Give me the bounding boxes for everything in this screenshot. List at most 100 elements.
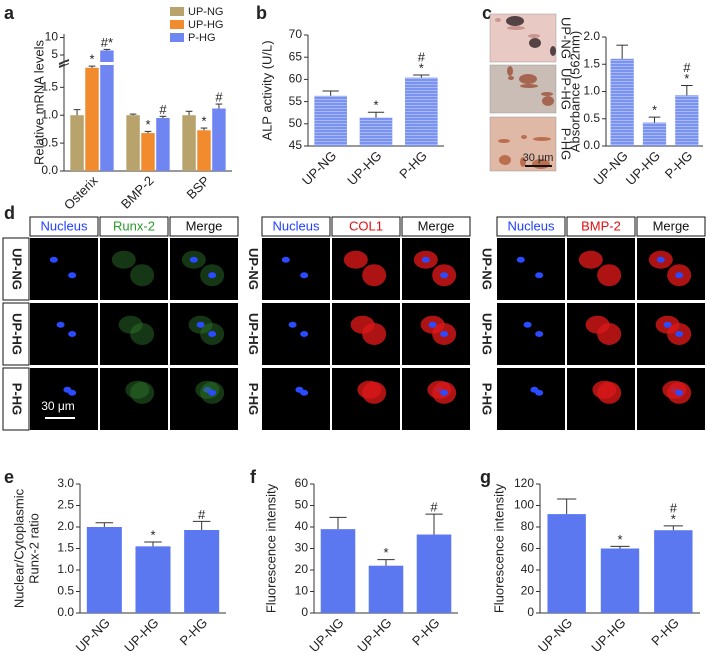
y-axis-label: Fluorescence intensity [263, 483, 278, 613]
significance-mark: #* [101, 35, 113, 50]
y-tick-label: 60 [521, 541, 535, 555]
stain-blob [507, 26, 525, 30]
header-box [496, 216, 566, 237]
stain-blob [528, 34, 540, 38]
nucleus [535, 331, 544, 337]
y-tick-label: 55 [289, 94, 303, 108]
nucleus [421, 256, 430, 263]
stain-image [489, 64, 557, 114]
y-tick-label: 0 [527, 605, 534, 619]
y-tick-label: 2.5 [57, 498, 74, 512]
cell-body [111, 250, 136, 269]
fluorescence-image [100, 368, 168, 430]
chart: 0 20 40 60 80 100 120 Fluorescence intensity UP-… [491, 476, 700, 655]
y-tick-label: 0.5 [41, 135, 58, 149]
y-axis-label: ALP activity (U/L) [259, 40, 274, 140]
y-tick-label: 40 [521, 562, 535, 576]
axis-break-gap [65, 62, 233, 65]
fluorescence-image [262, 238, 330, 300]
nucleus [281, 256, 290, 263]
y-tick-label: 0.5 [583, 111, 600, 125]
y-tick-label: 2.0 [57, 519, 74, 533]
bar [654, 530, 693, 613]
nucleus [68, 389, 77, 396]
bar [405, 77, 438, 146]
stain-blob [519, 74, 537, 84]
scale-bar-label: 30 μm [523, 152, 554, 164]
row-label-box [477, 368, 495, 430]
fluorescence-image [100, 238, 168, 300]
stain-blob [550, 46, 556, 56]
y-tick-label: 120 [514, 476, 534, 490]
fluorescence-image [497, 303, 565, 365]
y-tick-label: 40 [295, 519, 309, 533]
header-box [29, 216, 99, 237]
header-box [401, 216, 471, 237]
significance-mark: # [159, 102, 167, 117]
x-tick-label: BMP-2 [118, 173, 157, 212]
row-label-box [244, 303, 261, 365]
bar [135, 546, 171, 613]
nucleus [56, 321, 65, 328]
row-label: UP-HG [246, 313, 261, 355]
bar [600, 548, 640, 613]
row-label: UP-HG [10, 313, 25, 355]
x-tick-label: UP-HG [344, 148, 384, 188]
nucleus [300, 331, 309, 337]
y-tick-label: 1.5 [583, 56, 600, 70]
cell-body [362, 264, 387, 287]
nucleus [440, 272, 449, 279]
stain-blob [542, 96, 554, 106]
y-axis-label: Runx-2 ratio [26, 513, 41, 584]
significance-mark: # [683, 60, 691, 75]
cell-body [130, 264, 155, 287]
chart: 0 10 20 30 40 50 60 Fluorescence intensity UP-NG… [263, 476, 458, 655]
fluorescence-image [170, 303, 238, 365]
y-tick-label: 50 [295, 498, 309, 512]
nucleus [675, 272, 684, 279]
y-tick-label: 80 [521, 519, 535, 533]
y-tick-label: 1.0 [41, 107, 58, 121]
header-box [331, 216, 401, 237]
cell-body [578, 250, 603, 269]
row-label-box [477, 238, 495, 300]
cell-body [130, 381, 155, 404]
significance-mark: # [430, 500, 438, 515]
bar [610, 58, 634, 146]
fluorescence-image [30, 368, 98, 430]
x-tick-label: UP-NG [590, 148, 630, 188]
panel-letter: e [4, 467, 14, 487]
cell-body [362, 323, 387, 345]
legend-swatch [170, 20, 184, 29]
stain-blob [498, 139, 510, 143]
nucleus [208, 272, 217, 279]
channel-header: Merge [653, 218, 690, 233]
nucleus [300, 272, 309, 279]
channel-header: BMP-2 [581, 218, 621, 233]
cell-body [125, 380, 150, 399]
significance-mark: * [89, 52, 94, 67]
x-tick-label: P-HG [662, 148, 696, 182]
significance-mark: * [671, 511, 676, 526]
significance-mark: * [617, 532, 622, 547]
bar [86, 527, 122, 613]
x-tick-label: P-HG [648, 615, 682, 649]
channel-header: Merge [186, 218, 223, 233]
nucleus [656, 256, 665, 263]
row-label: P-HG [10, 383, 25, 416]
bar [642, 122, 667, 146]
channel-header: COL1 [349, 218, 383, 233]
panel-letter: g [480, 467, 491, 487]
cell-body [118, 315, 143, 334]
chart: 45 50 55 60 65 70 ALP activity (U/L) UP-NG UP-HG… [259, 27, 444, 188]
row-label-box [244, 368, 261, 430]
bar [182, 115, 196, 171]
x-tick-label: UP-NG [535, 615, 575, 655]
nucleus [440, 331, 449, 337]
row-label: UP-NG [480, 248, 495, 290]
significance-mark: # [198, 507, 206, 522]
significance-mark: * [373, 98, 378, 113]
